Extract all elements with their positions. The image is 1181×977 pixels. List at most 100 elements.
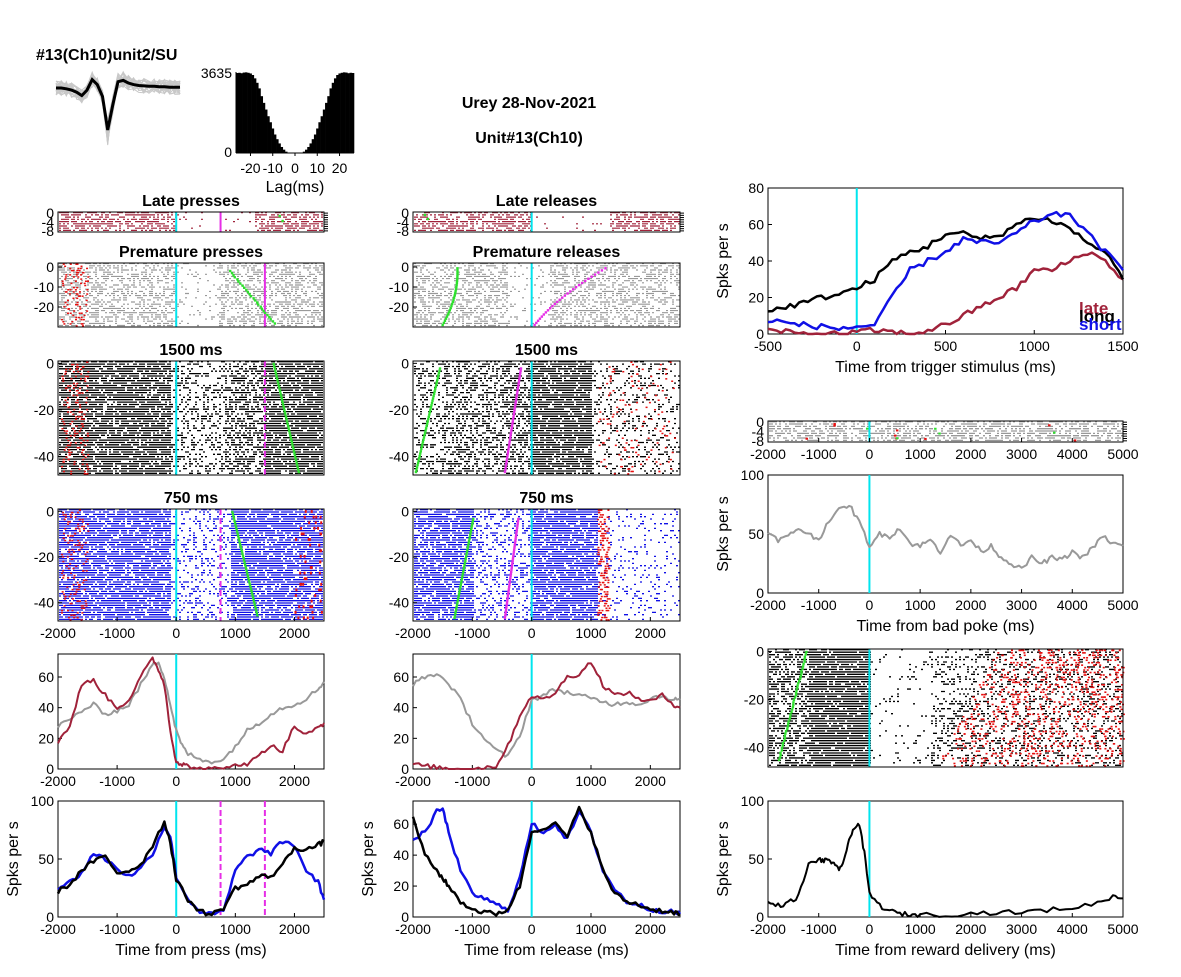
event-dot — [80, 323, 83, 325]
event-dot — [518, 378, 521, 382]
y-tick-label: -40 — [744, 740, 764, 756]
event-dot — [78, 269, 81, 272]
event-dot — [1061, 735, 1064, 738]
event-dot — [601, 516, 604, 518]
event-dot — [1094, 745, 1097, 748]
event-dot — [86, 523, 89, 525]
event-dot — [1078, 661, 1081, 664]
event-dot — [1027, 743, 1030, 745]
event-dot — [68, 451, 71, 454]
event-dot — [1080, 747, 1083, 750]
event-dot — [66, 556, 69, 558]
event-dot — [630, 439, 633, 442]
event-dot — [285, 420, 289, 423]
event-dot — [533, 323, 536, 327]
event-dot — [1083, 652, 1086, 654]
x-axis-label: Time from trigger stimulus (ms) — [835, 359, 1056, 376]
event-dot — [1075, 733, 1078, 735]
event-dot — [1076, 735, 1079, 738]
x-tick-label: 1000 — [575, 921, 606, 937]
panel-title: Late presses — [142, 193, 240, 210]
event-dot — [1070, 679, 1073, 681]
event-dot — [78, 509, 81, 511]
event-dot — [515, 394, 518, 398]
event-dot — [1058, 701, 1061, 703]
event-dot — [1027, 693, 1030, 696]
event-dot — [612, 413, 615, 416]
event-dot — [453, 616, 456, 620]
event-dot — [249, 587, 253, 591]
event-dot — [1089, 671, 1092, 674]
event-dot — [1102, 696, 1105, 698]
event-dot — [78, 437, 81, 439]
event-dot — [605, 553, 608, 556]
event-dot — [85, 605, 88, 607]
event-dot — [298, 605, 301, 609]
event-dot — [73, 408, 76, 411]
event-dot — [1031, 669, 1034, 671]
event-dot — [606, 551, 609, 553]
event-dot — [86, 267, 89, 270]
event-dot — [1049, 730, 1052, 733]
event-dot — [469, 533, 472, 536]
event-dot — [1019, 649, 1022, 652]
event-dot — [1042, 656, 1045, 659]
series-line — [57, 656, 325, 770]
event-dot — [320, 610, 323, 614]
event-dot — [1040, 669, 1043, 671]
event-dot — [281, 399, 284, 402]
event-dot — [273, 365, 276, 368]
event-dot — [1120, 688, 1123, 691]
event-dot — [79, 267, 82, 270]
event-dot — [1104, 765, 1107, 767]
event-dot — [424, 427, 428, 430]
x-tick-label: -10 — [263, 160, 283, 176]
event-dot — [251, 596, 255, 599]
event-dot — [536, 319, 540, 322]
autocorr-bar — [327, 96, 330, 153]
event-dot — [79, 295, 82, 297]
event-dot — [1002, 738, 1005, 740]
event-dot — [1116, 671, 1119, 674]
event-dot — [71, 588, 74, 591]
event-dot — [76, 301, 79, 304]
event-dot — [75, 565, 78, 567]
autocorr-bar — [316, 128, 319, 153]
event-dot — [1051, 661, 1054, 664]
event-dot — [1014, 711, 1017, 713]
y-tick-label: 0 — [46, 761, 54, 777]
event-dot — [1079, 701, 1082, 703]
event-dot — [597, 420, 600, 423]
event-dot — [80, 546, 83, 549]
event-dot — [1015, 713, 1018, 716]
event-dot — [1102, 666, 1105, 669]
event-dot — [70, 558, 73, 560]
x-tick-label: -1000 — [454, 625, 490, 641]
event-dot — [1061, 762, 1064, 765]
panel-title: Premature presses — [119, 244, 263, 261]
y-tick-label: 0 — [401, 355, 409, 371]
event-dot — [82, 439, 85, 442]
event-dot — [86, 435, 89, 437]
event-dot — [81, 449, 84, 451]
event-dot — [511, 420, 514, 423]
event-dot — [607, 609, 610, 612]
event-dot — [1110, 755, 1113, 757]
event-dot — [780, 746, 784, 750]
event-dot — [302, 605, 305, 609]
event-dot — [1078, 681, 1081, 684]
event-dot — [68, 595, 71, 598]
event-dot — [235, 528, 238, 531]
event-dot — [603, 591, 606, 593]
event-dot — [299, 571, 302, 575]
event-dot — [1075, 681, 1078, 684]
event-dot — [606, 537, 609, 539]
event-dot — [630, 375, 633, 378]
event-dot — [1122, 738, 1125, 740]
event-dot — [788, 718, 791, 721]
event-dot — [655, 461, 658, 463]
event-dot — [1110, 681, 1113, 684]
event-dot — [62, 574, 65, 577]
event-dot — [237, 537, 240, 540]
green-dots — [414, 367, 442, 474]
